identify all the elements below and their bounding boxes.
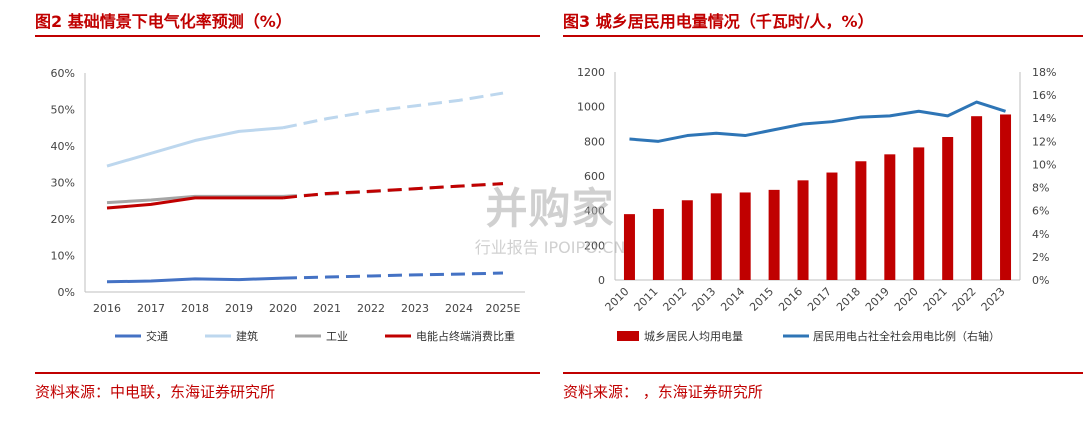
x-tick-label: 2017 xyxy=(805,285,834,314)
x-tick-label: 2021 xyxy=(921,285,950,314)
x-tick-label: 2019 xyxy=(225,302,253,315)
y-tick-label: 50% xyxy=(51,104,75,117)
y2-tick-label: 6% xyxy=(1032,205,1049,218)
bar xyxy=(855,161,867,280)
left-chart-svg: 0% 10% 20% 30% 40% 50% 60% 2016 2017 2018 2019 2020… xyxy=(51,67,525,343)
y2-tick-label: 18% xyxy=(1032,66,1056,79)
right-chart-title: 图3 城乡居民用电量情况（千瓦时/人，%） xyxy=(563,12,874,31)
legend-label: 工业 xyxy=(326,330,348,343)
x-tick-label: 2012 xyxy=(660,285,689,314)
x-tick-label: 2013 xyxy=(689,285,718,314)
y-tick-label: 30% xyxy=(51,177,75,190)
bar xyxy=(652,208,664,280)
x-tick-label: 2020 xyxy=(892,285,921,314)
bar xyxy=(1000,114,1012,280)
x-tick-label: 2018 xyxy=(181,302,209,315)
x-tick-label: 2015 xyxy=(747,285,776,314)
y-tick-label: 800 xyxy=(584,135,605,148)
y2-tick-label: 8% xyxy=(1032,182,1049,195)
series-line-actual xyxy=(106,276,284,284)
right-chart-source: 资料来源： ，东海证券研究所 xyxy=(563,383,763,401)
y-tick-label: 10% xyxy=(51,250,75,263)
bar xyxy=(884,154,896,280)
x-tick-label: 2014 xyxy=(718,285,747,314)
x-tick-label: 2019 xyxy=(863,285,892,314)
y2-tick-label: 4% xyxy=(1032,228,1049,241)
x-tick-label: 2017 xyxy=(137,302,165,315)
y2-tick-label: 16% xyxy=(1032,89,1056,102)
y2-tick-label: 14% xyxy=(1032,112,1056,125)
y2-tick-label: 0% xyxy=(1032,274,1049,287)
series-line-actual xyxy=(106,196,283,210)
y2-tick-label: 10% xyxy=(1032,158,1056,171)
y2-tick-label: 12% xyxy=(1032,135,1056,148)
y-tick-label: 40% xyxy=(51,140,75,153)
y-tick-label: 20% xyxy=(51,213,75,226)
series-line-actual xyxy=(106,126,284,168)
legend-label: 交通 xyxy=(146,329,168,343)
legend-swatch-bar xyxy=(617,331,639,341)
right-chart-svg: 0 200 400 600 800 1000 1200 0% 2% 4% 6% 8% 10% 12% 14%… xyxy=(577,66,1056,343)
right-title-rule xyxy=(563,35,1083,37)
series-line-projection xyxy=(282,271,504,280)
y-tick-label: 0 xyxy=(598,274,605,287)
bar xyxy=(942,137,954,280)
bar xyxy=(710,193,722,280)
right-chart-panel: 图3 城乡居民用电量情况（千瓦时/人，%） 0 200 400 600 800 1000 1… xyxy=(545,0,1089,430)
left-chart-title: 图2 基础情景下电气化率预测（%） xyxy=(35,12,292,31)
bar xyxy=(681,200,693,280)
x-tick-label: 2011 xyxy=(632,285,661,314)
x-tick-label: 2018 xyxy=(834,285,863,314)
legend-label: 建筑 xyxy=(236,329,258,343)
right-source-rule xyxy=(563,372,1083,374)
x-tick-label: 2021 xyxy=(313,302,341,315)
legend-label: 电能占终端消费比重 xyxy=(416,329,515,343)
bar xyxy=(913,147,925,280)
y2-tick-label: 2% xyxy=(1032,251,1049,264)
series-line-projection xyxy=(282,91,504,130)
x-tick-label: 2025E xyxy=(486,302,521,315)
x-tick-label: 2023 xyxy=(401,302,429,315)
left-title-rule xyxy=(35,35,540,37)
bar xyxy=(826,172,838,280)
x-tick-label: 2022 xyxy=(357,302,385,315)
y-tick-label: 1000 xyxy=(577,101,605,114)
x-tick-label: 2016 xyxy=(776,285,805,314)
y-tick-label: 400 xyxy=(584,205,605,218)
legend-label: 城乡居民人均用电量 xyxy=(644,330,743,343)
bar xyxy=(971,116,983,280)
x-tick-label: 2010 xyxy=(603,285,632,314)
ratio-line xyxy=(629,100,1006,143)
x-tick-label: 2023 xyxy=(979,285,1008,314)
bar xyxy=(739,192,751,280)
y-tick-label: 1200 xyxy=(577,66,605,79)
left-source-rule xyxy=(35,372,540,374)
bar xyxy=(768,189,780,280)
legend-label: 居民用电占社全社会用电比例（右轴） xyxy=(813,329,1000,343)
left-chart-source: 资料来源：中电联，东海证券研究所 xyxy=(35,383,276,401)
y-tick-label: 600 xyxy=(584,170,605,183)
y-tick-label: 0% xyxy=(58,286,75,299)
y-tick-label: 200 xyxy=(584,239,605,252)
bar xyxy=(797,180,809,280)
x-tick-label: 2022 xyxy=(950,285,979,314)
series-line-projection xyxy=(282,182,504,200)
y-tick-label: 60% xyxy=(51,67,75,80)
left-chart-panel: 图2 基础情景下电气化率预测（%） 0% 10% 20% 30% 40% 50% 60% 20… xyxy=(35,12,540,401)
x-tick-label: 2020 xyxy=(269,302,297,315)
x-tick-label: 2016 xyxy=(93,302,121,315)
bar xyxy=(623,214,635,280)
x-tick-label: 2024 xyxy=(445,302,473,315)
